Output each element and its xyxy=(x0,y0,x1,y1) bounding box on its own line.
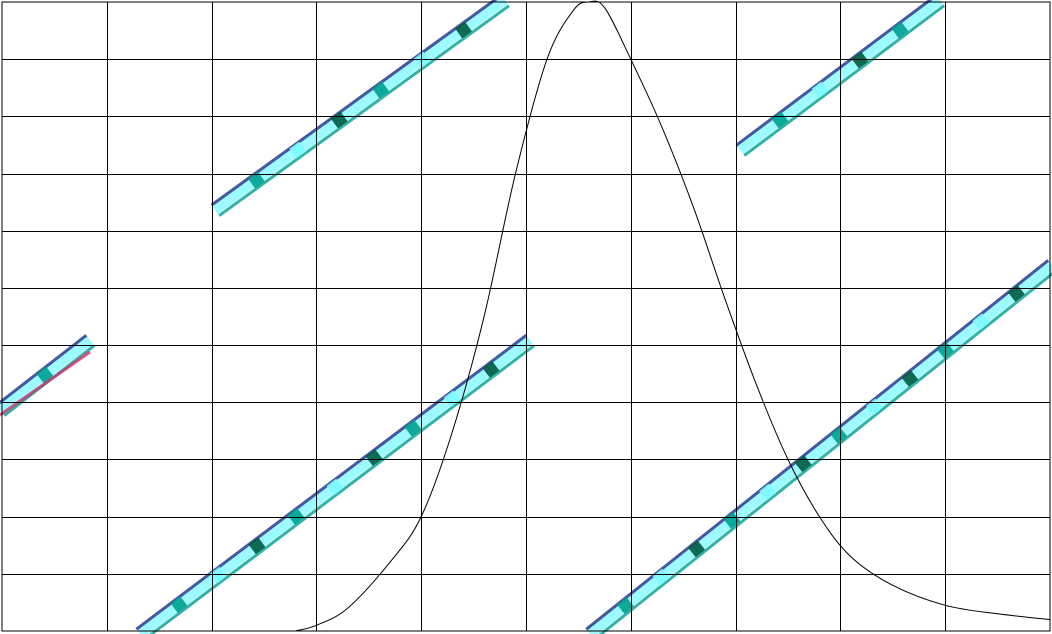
series-line xyxy=(295,0,1051,632)
watermark-band xyxy=(135,334,536,634)
watermark-accent xyxy=(0,350,91,417)
watermark-band xyxy=(210,0,510,217)
watermark-band xyxy=(585,259,1052,634)
